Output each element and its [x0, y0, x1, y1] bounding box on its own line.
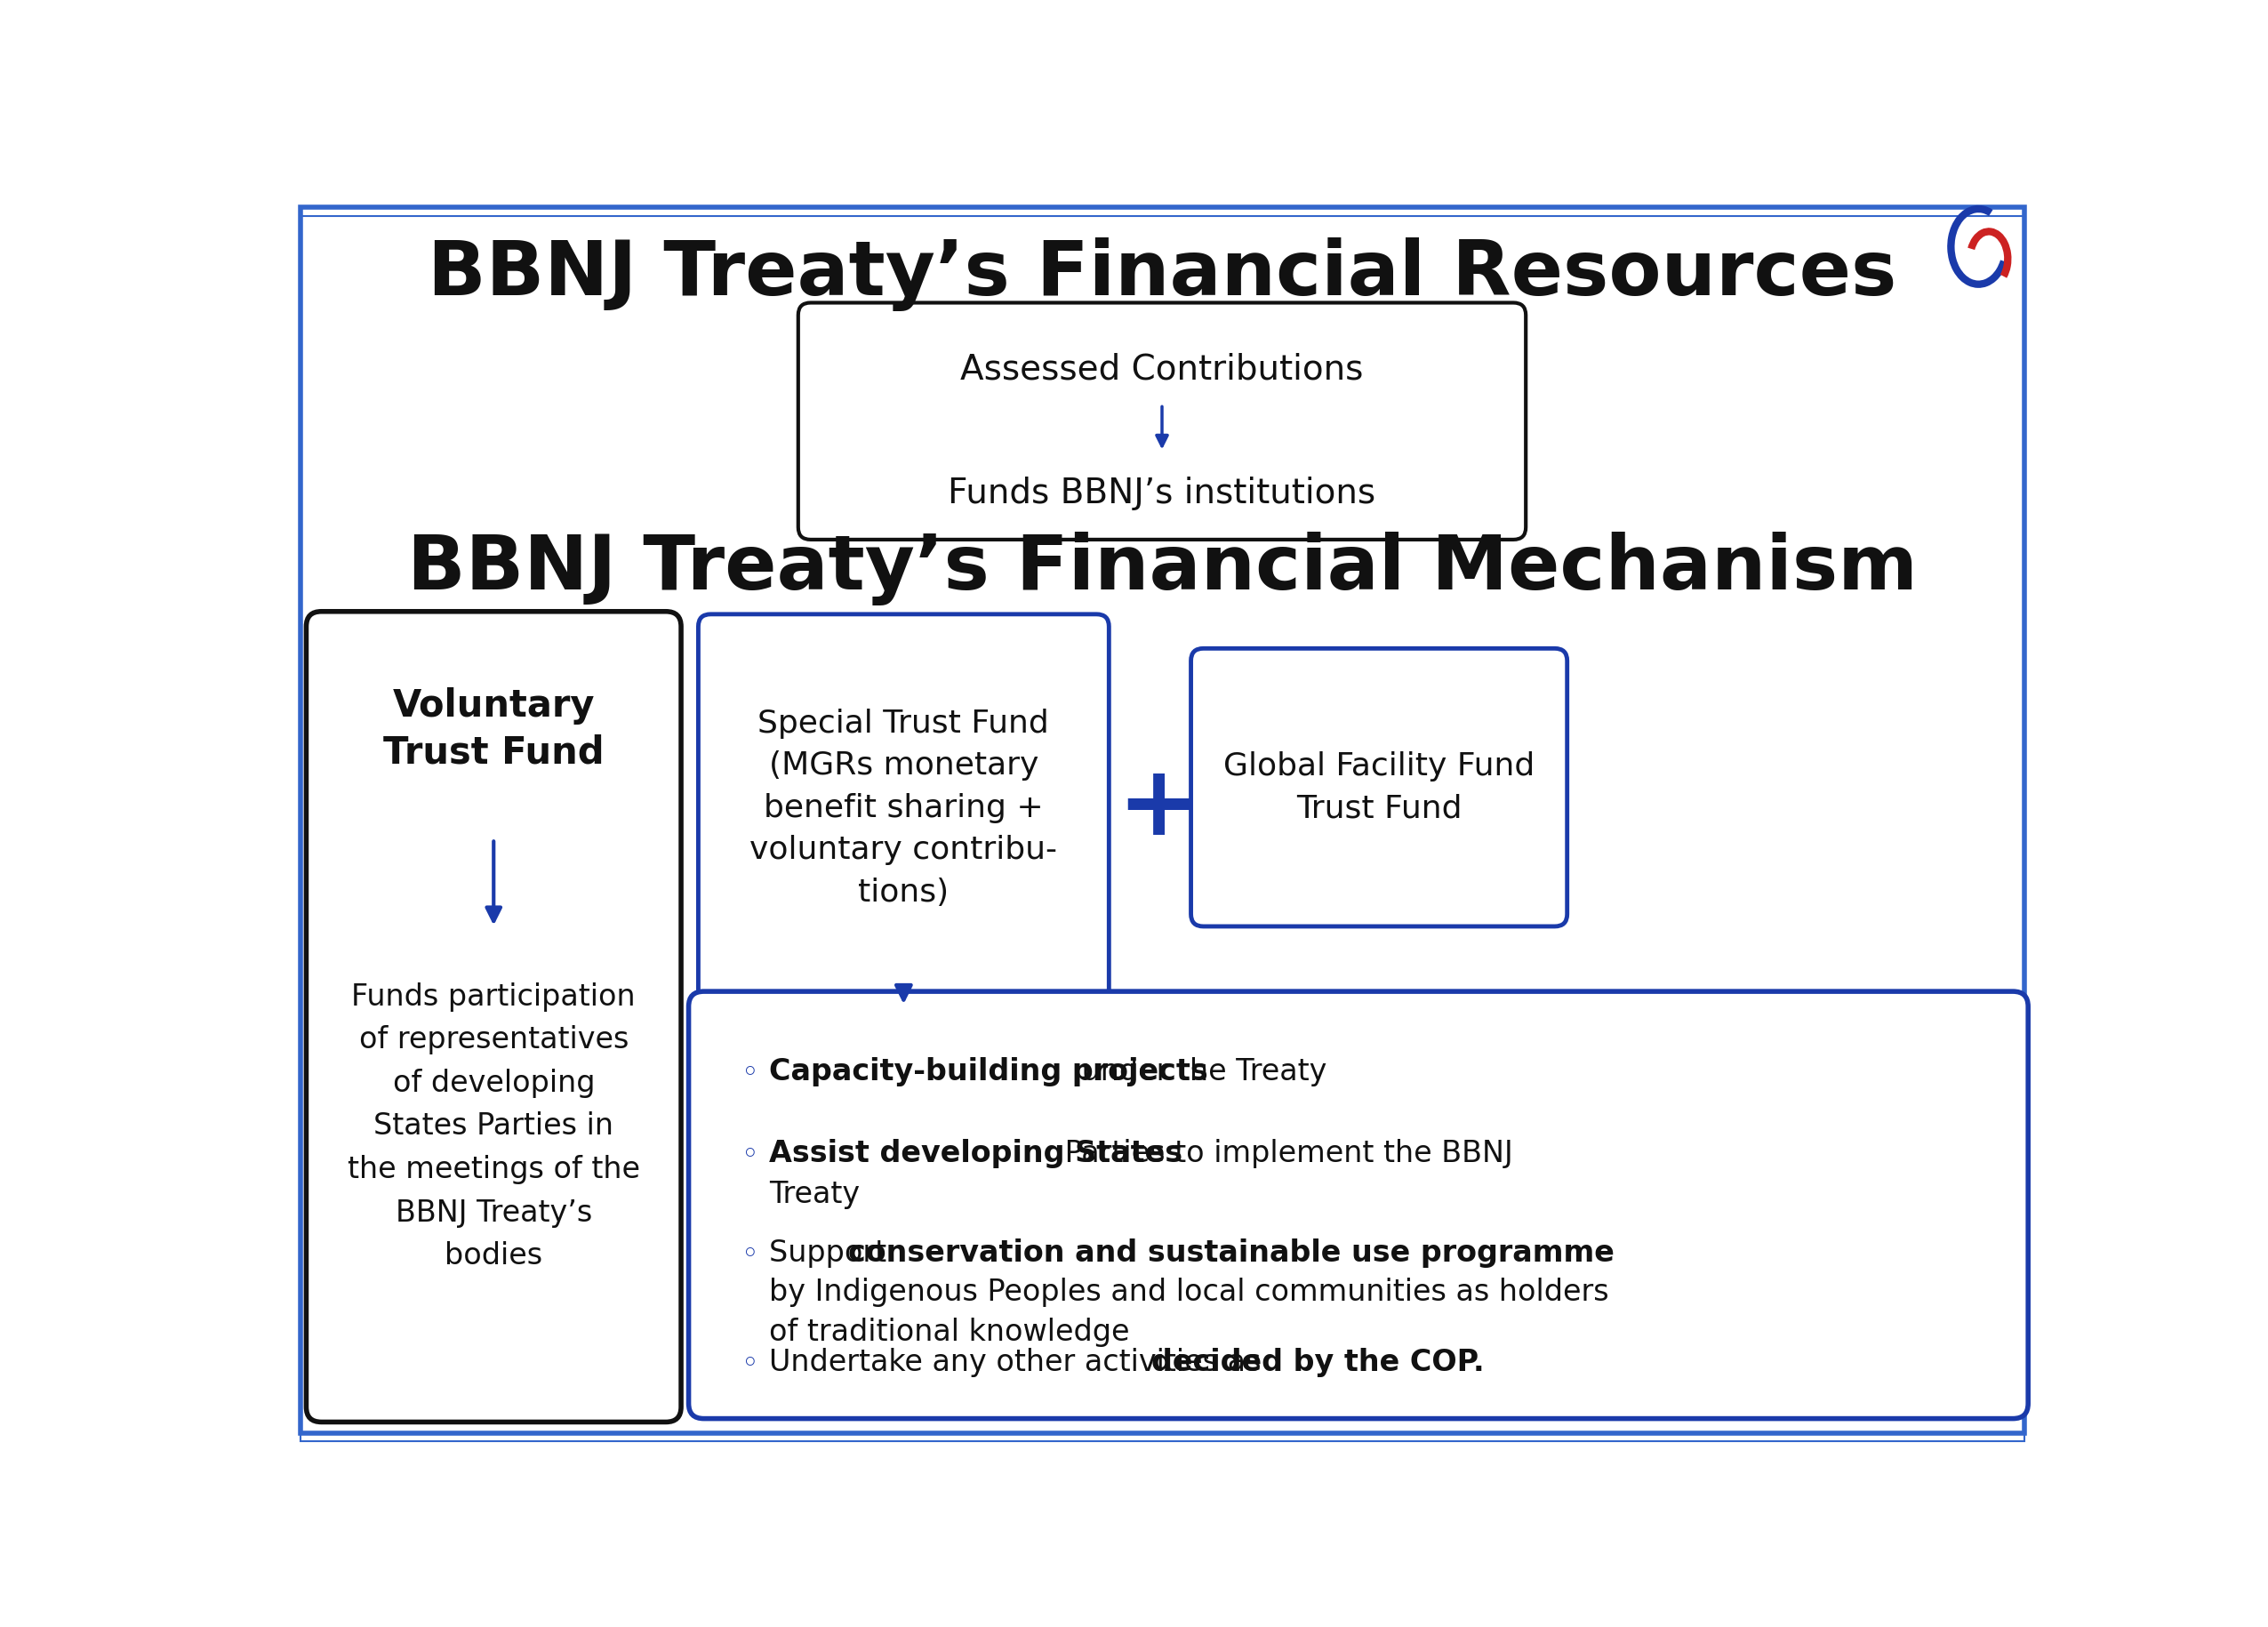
Text: Assessed Contributions: Assessed Contributions [959, 353, 1363, 387]
Text: Support: Support [769, 1238, 896, 1267]
FancyBboxPatch shape [798, 303, 1526, 540]
FancyBboxPatch shape [1191, 649, 1567, 926]
Text: ◦: ◦ [742, 1058, 760, 1087]
Text: Assist developing States: Assist developing States [769, 1139, 1184, 1168]
Text: Voluntary
Trust Fund: Voluntary Trust Fund [383, 688, 603, 771]
Text: by Indigenous Peoples and local communities as holders: by Indigenous Peoples and local communit… [769, 1277, 1608, 1308]
Text: Capacity-building projects: Capacity-building projects [769, 1058, 1209, 1087]
Text: decided by the COP.: decided by the COP. [1152, 1347, 1486, 1376]
Text: Parties to implement the BBNJ: Parties to implement the BBNJ [1055, 1139, 1513, 1168]
Text: Undertake any other activities as: Undertake any other activities as [769, 1347, 1270, 1376]
Text: Global Facility Fund
Trust Fund: Global Facility Fund Trust Fund [1222, 752, 1535, 823]
Text: under the Treaty: under the Treaty [1073, 1058, 1327, 1087]
Text: ◦: ◦ [742, 1238, 760, 1267]
Text: Treaty: Treaty [769, 1180, 860, 1209]
FancyBboxPatch shape [699, 615, 1109, 1002]
Text: of traditional knowledge: of traditional knowledge [769, 1318, 1129, 1347]
Text: +: + [1118, 760, 1200, 856]
FancyBboxPatch shape [689, 991, 2028, 1419]
Text: conservation and sustainable use programme: conservation and sustainable use program… [848, 1238, 1615, 1267]
Text: Funds participation
of representatives
of developing
States Parties in
the meeti: Funds participation of representatives o… [347, 983, 640, 1271]
Text: Funds BBNJ’s institutions: Funds BBNJ’s institutions [948, 477, 1377, 509]
Text: BBNJ Treaty’s Financial Mechanism: BBNJ Treaty’s Financial Mechanism [406, 532, 1916, 605]
Text: ◦: ◦ [742, 1347, 760, 1376]
Text: BBNJ Treaty’s Financial Resources: BBNJ Treaty’s Financial Resources [426, 238, 1896, 311]
FancyBboxPatch shape [306, 612, 680, 1422]
Text: Special Trust Fund
(MGRs monetary
benefit sharing +
voluntary contribu-
tions): Special Trust Fund (MGRs monetary benefi… [751, 708, 1057, 908]
Text: ◦: ◦ [742, 1139, 760, 1168]
